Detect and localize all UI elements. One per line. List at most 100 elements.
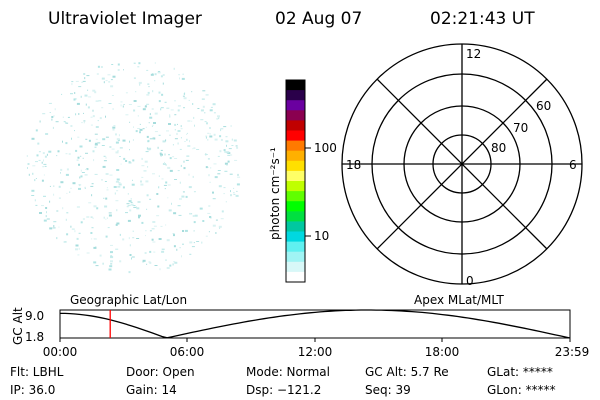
image-speckle bbox=[139, 128, 143, 131]
image-speckle bbox=[169, 157, 172, 160]
image-speckle bbox=[77, 156, 80, 159]
image-speckle bbox=[49, 112, 51, 113]
image-speckle bbox=[174, 129, 176, 131]
image-speckle bbox=[207, 132, 210, 134]
image-speckle bbox=[39, 120, 41, 123]
image-speckle bbox=[158, 91, 161, 94]
image-speckle bbox=[160, 108, 162, 111]
image-speckle bbox=[133, 77, 136, 79]
image-speckle bbox=[153, 137, 156, 140]
image-speckle bbox=[79, 176, 81, 179]
image-speckle bbox=[181, 77, 185, 80]
image-speckle bbox=[48, 102, 52, 104]
image-speckle bbox=[92, 109, 94, 112]
image-speckle bbox=[157, 205, 160, 208]
image-speckle bbox=[220, 138, 223, 141]
image-speckle bbox=[146, 94, 150, 96]
image-speckle bbox=[165, 259, 167, 261]
image-speckle bbox=[81, 172, 85, 173]
image-speckle bbox=[101, 107, 104, 109]
image-speckle bbox=[111, 64, 114, 65]
status-filter: Flt: LBHL bbox=[10, 365, 64, 379]
image-speckle bbox=[94, 133, 98, 135]
image-speckle bbox=[169, 169, 173, 172]
image-speckle bbox=[154, 265, 158, 266]
image-speckle bbox=[105, 197, 108, 200]
image-speckle bbox=[172, 144, 174, 146]
image-speckle bbox=[95, 246, 97, 249]
image-speckle bbox=[223, 126, 227, 128]
image-speckle bbox=[70, 225, 72, 228]
image-speckle bbox=[192, 215, 195, 217]
image-speckle bbox=[115, 151, 119, 154]
image-speckle bbox=[146, 147, 148, 150]
image-speckle bbox=[105, 156, 107, 159]
image-speckle bbox=[97, 142, 101, 144]
image-speckle bbox=[179, 148, 182, 150]
image-speckle bbox=[119, 233, 121, 236]
image-speckle bbox=[160, 107, 164, 109]
image-speckle bbox=[191, 246, 195, 248]
image-speckle bbox=[142, 259, 146, 262]
image-speckle bbox=[41, 161, 43, 164]
image-speckle bbox=[95, 126, 99, 128]
image-speckle bbox=[116, 222, 120, 225]
image-speckle bbox=[128, 162, 132, 164]
image-speckle bbox=[132, 139, 134, 141]
image-speckle bbox=[67, 116, 70, 118]
image-speckle bbox=[56, 155, 58, 157]
image-speckle bbox=[158, 175, 160, 177]
image-speckle bbox=[123, 69, 124, 71]
image-speckle bbox=[70, 187, 72, 189]
image-speckle bbox=[179, 198, 182, 200]
image-speckle bbox=[151, 108, 154, 110]
image-speckle bbox=[117, 63, 120, 66]
image-speckle bbox=[51, 118, 53, 121]
image-speckle bbox=[131, 256, 135, 258]
image-speckle bbox=[180, 137, 182, 139]
image-speckle bbox=[193, 242, 195, 244]
image-speckle bbox=[233, 187, 235, 189]
colorbar-segment bbox=[286, 150, 305, 162]
image-speckle bbox=[27, 167, 28, 169]
image-speckle bbox=[112, 126, 116, 129]
image-speckle bbox=[166, 267, 170, 269]
image-speckle bbox=[53, 193, 55, 196]
image-speckle bbox=[78, 247, 80, 250]
image-speckle bbox=[149, 230, 152, 232]
image-speckle bbox=[132, 205, 136, 206]
altitude-curve bbox=[60, 309, 571, 339]
image-speckle bbox=[149, 138, 153, 140]
image-speckle bbox=[46, 211, 47, 214]
image-speckle bbox=[183, 93, 185, 95]
image-speckle bbox=[209, 133, 211, 135]
image-speckle bbox=[160, 225, 163, 227]
image-speckle bbox=[147, 91, 150, 94]
image-speckle bbox=[120, 104, 122, 107]
image-speckle bbox=[219, 135, 222, 138]
timeline-left-title: Geographic Lat/Lon bbox=[70, 293, 187, 307]
image-speckle bbox=[136, 206, 137, 209]
image-speckle bbox=[152, 90, 154, 93]
image-speckle bbox=[132, 159, 135, 162]
image-speckle bbox=[185, 195, 188, 198]
image-speckle bbox=[149, 261, 152, 264]
image-speckle bbox=[38, 151, 41, 153]
image-speckle bbox=[138, 62, 141, 65]
image-speckle bbox=[117, 69, 120, 71]
uv-image-disk bbox=[26, 62, 241, 274]
image-speckle bbox=[43, 159, 44, 162]
image-speckle bbox=[81, 122, 83, 124]
image-speckle bbox=[225, 140, 229, 143]
image-speckle bbox=[168, 154, 170, 156]
image-speckle bbox=[234, 159, 238, 161]
image-speckle bbox=[146, 194, 149, 197]
image-speckle bbox=[154, 80, 156, 82]
colorbar-segment bbox=[286, 201, 305, 212]
colorbar-segment bbox=[286, 181, 305, 192]
image-speckle bbox=[111, 148, 115, 150]
image-speckle bbox=[144, 160, 148, 163]
image-speckle bbox=[173, 261, 176, 263]
image-speckle bbox=[160, 149, 163, 151]
image-speckle bbox=[75, 113, 77, 116]
